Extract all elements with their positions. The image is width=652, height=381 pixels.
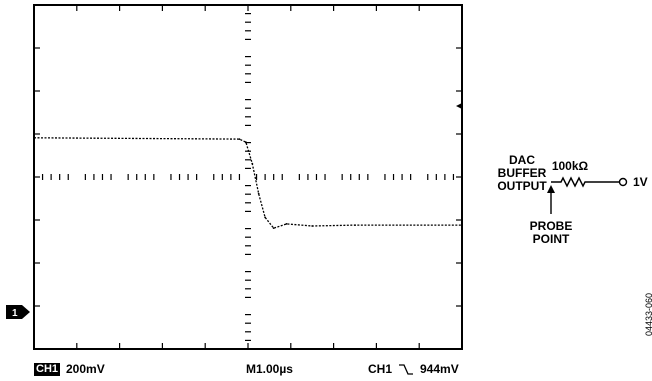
channel-1-marker-label: 1 xyxy=(12,308,18,319)
trace-point xyxy=(264,216,267,219)
trace-point xyxy=(257,192,260,195)
channel-1-marker: 1 xyxy=(6,305,30,319)
trace-point xyxy=(285,222,288,225)
falling-edge-icon xyxy=(399,364,413,375)
load-voltage-label: 1V xyxy=(633,175,648,189)
trace-point xyxy=(33,136,35,139)
graticule-ticks xyxy=(34,5,462,349)
dac-label-line2: BUFFER xyxy=(498,166,547,180)
ch1-scale-readout: 200mV xyxy=(66,362,105,376)
resistor-value-label: 100kΩ xyxy=(552,159,589,173)
trigger-source-readout: CH1 xyxy=(368,362,393,376)
trace-point xyxy=(238,138,241,141)
trace-point xyxy=(272,227,275,230)
test-schematic: DAC BUFFER OUTPUT 100kΩ 1V PROBE POINT xyxy=(497,153,647,246)
trace-point xyxy=(244,141,247,144)
dac-label-line1: DAC xyxy=(509,153,535,167)
probe-label-line1: PROBE xyxy=(530,219,573,233)
document-id: 04433-060 xyxy=(644,292,652,336)
probe-arrow-icon xyxy=(547,185,555,193)
trigger-level-arrow xyxy=(456,103,462,109)
trace-point xyxy=(251,162,254,165)
timebase-readout: M1.00µs xyxy=(246,362,293,376)
ch1-trace-line xyxy=(33,137,462,229)
ch1-trace xyxy=(33,136,463,230)
trace-point xyxy=(311,225,314,227)
resistor-symbol xyxy=(551,176,620,188)
trigger-level-readout: 944mV xyxy=(420,362,459,376)
probe-label-line2: POINT xyxy=(533,232,570,246)
ch1-badge: CH1 xyxy=(34,363,61,376)
dac-label-line3: OUTPUT xyxy=(497,179,547,193)
output-node-icon xyxy=(618,177,628,187)
trace-point xyxy=(461,224,463,227)
trace-point xyxy=(354,224,356,227)
